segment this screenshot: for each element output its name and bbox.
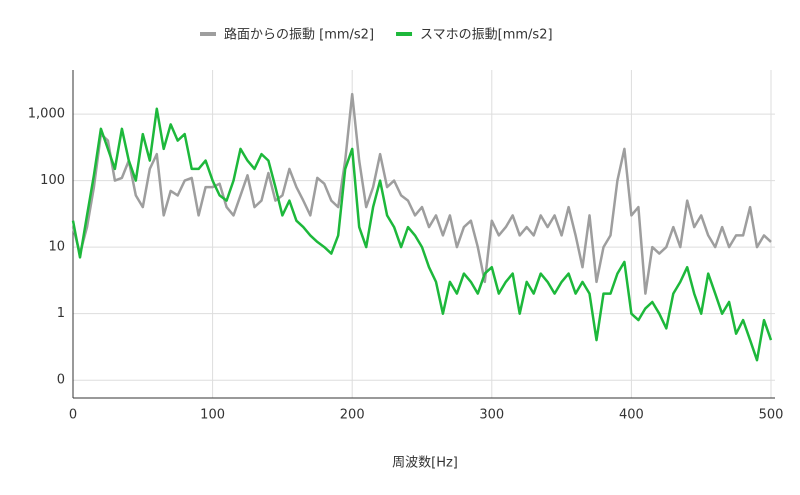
y-tick-label: 100 [40, 173, 65, 188]
x-axis-label: 周波数[Hz] [392, 456, 458, 471]
x-tick-label: 0 [69, 408, 77, 423]
series-line [71, 107, 773, 362]
series-line [71, 92, 772, 295]
legend-label: 路面からの振動 [mm/s2] [224, 27, 374, 43]
x-tick-label: 100 [200, 408, 225, 423]
x-tick-label: 500 [759, 408, 784, 423]
y-tick-label: 1,000 [28, 107, 65, 122]
x-tick-label: 200 [340, 408, 365, 423]
y-tick-label: 1 [57, 306, 65, 321]
y-tick-label: 0 [57, 373, 65, 388]
x-tick-label: 300 [479, 408, 504, 423]
y-tick-label: 10 [48, 240, 65, 255]
x-tick-label: 400 [619, 408, 644, 423]
legend-label: スマホの振動[mm/s2] [420, 28, 553, 43]
